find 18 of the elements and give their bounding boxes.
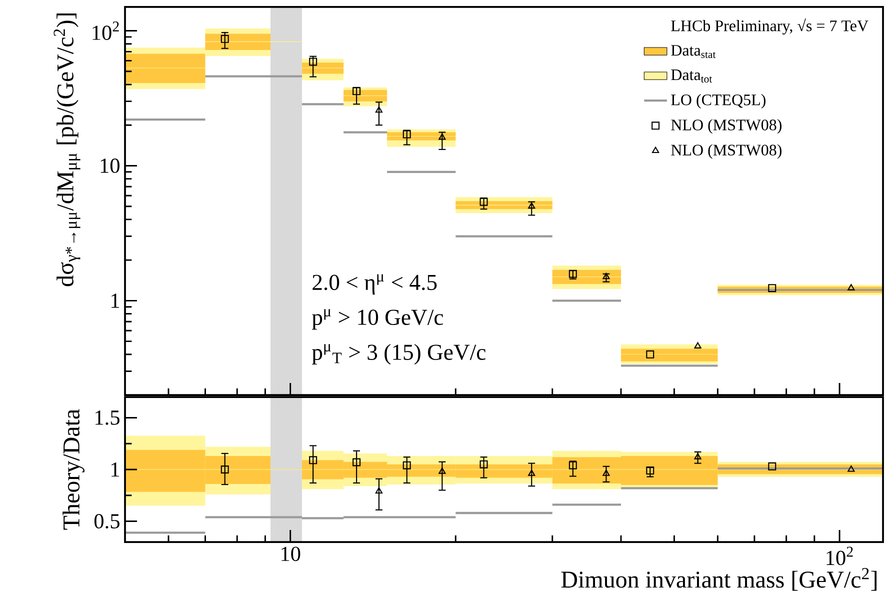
legend-title: LHCb Preliminary, √s = 7 TeV [671, 18, 868, 35]
y-tick-label: 10$^{2}$ [92, 22, 119, 40]
y-tick-label: 1.5 [96, 410, 120, 425]
y-axis-title: Theory/Data [62, 409, 84, 530]
y-tick-label: 0.5 [94, 514, 120, 529]
legend-label: Data$_{stat}$ [671, 45, 716, 58]
annotation: p$^{μ}$$_{T}$ > 3 (15) GeV/c [312, 344, 486, 365]
y-tick-label: 1 [112, 462, 120, 477]
legend-label: NLO (MSTW08) [671, 144, 782, 159]
y-axis-title: dσ$_{γ*→μμ}$/dM$_{μμ}$ [pb/(GeV/c$^{2}$)] [54, 13, 80, 286]
y-tick-label: 1 [112, 294, 120, 308]
legend-label: LO (CTEQ5L) [671, 94, 766, 109]
legend-label: NLO (MSTW08) [671, 119, 782, 134]
x-axis-title: Dimuon invariant mass [GeV/c$^{2}$] [561, 568, 877, 591]
annotation: p$^{μ}$ > 10 GeV/c [312, 309, 444, 330]
annotation: 2.0 < η$^{μ}$ < 4.5 [312, 274, 437, 295]
legend-label: Data$_{tot}$ [671, 70, 712, 83]
y-tick-label: 10 [100, 158, 120, 173]
